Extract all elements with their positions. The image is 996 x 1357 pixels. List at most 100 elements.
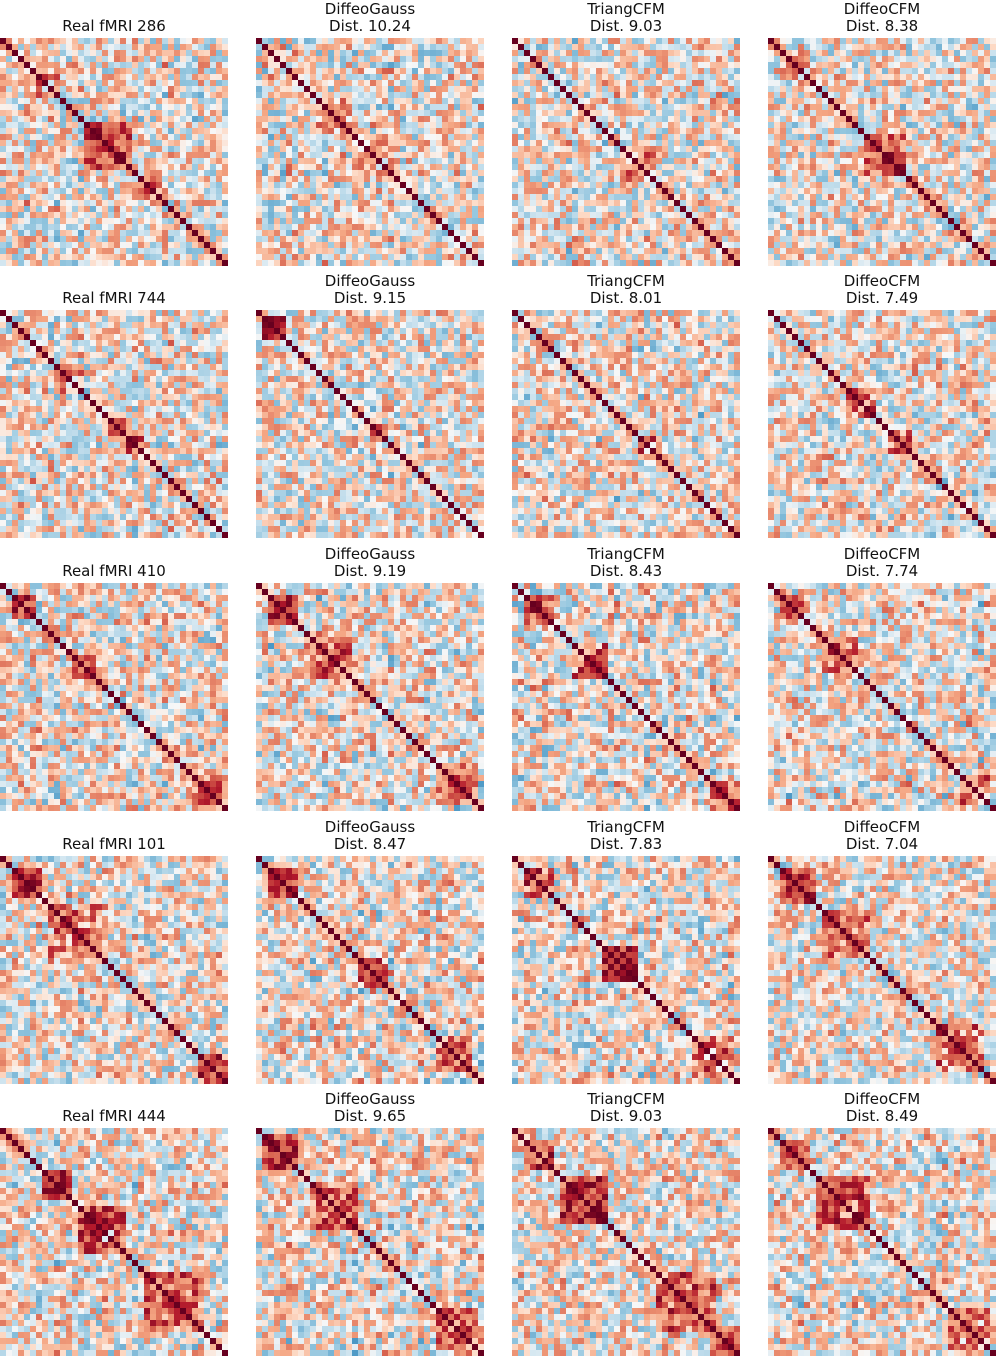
heatmap-cell — [650, 80, 657, 87]
heatmap-cell — [990, 92, 996, 99]
heatmap-cell — [512, 92, 519, 99]
heatmap-cell — [382, 80, 389, 87]
heatmap-cell — [674, 38, 681, 45]
heatmap-diagonal-cell — [216, 254, 223, 261]
heatmap-cell — [138, 110, 145, 117]
heatmap-cell — [364, 56, 371, 63]
heatmap-cell — [216, 158, 223, 165]
heatmap-cell — [536, 134, 543, 141]
heatmap-cell — [692, 92, 699, 99]
heatmap-cell — [602, 62, 609, 69]
heatmap-cell — [36, 44, 43, 51]
heatmap-cell — [108, 98, 115, 105]
heatmap-cell — [36, 182, 43, 189]
heatmap-cell — [894, 74, 901, 81]
heatmap-cell — [298, 254, 305, 261]
heatmap-cell — [292, 86, 299, 93]
heatmap-cell — [662, 242, 669, 249]
heatmap-cell — [816, 92, 823, 99]
heatmap-cell — [18, 146, 25, 153]
heatmap-cell — [286, 230, 293, 237]
heatmap-cell — [412, 128, 419, 135]
heatmap-diagonal-cell — [466, 248, 473, 255]
heatmap-cell — [680, 68, 687, 75]
heatmap-cell — [0, 92, 7, 99]
heatmap-cell — [18, 260, 25, 266]
heatmap-cell — [596, 260, 603, 266]
heatmap-cell — [518, 194, 525, 201]
heatmap-cell — [394, 182, 401, 189]
heatmap-cell — [256, 44, 263, 51]
heatmap-cell — [256, 194, 263, 201]
heatmap-cell — [24, 194, 31, 201]
heatmap-cell — [174, 254, 181, 261]
heatmap-cell — [334, 44, 341, 51]
heatmap-cell — [0, 230, 7, 237]
heatmap-cell — [84, 248, 91, 255]
heatmap-cell — [840, 50, 847, 57]
heatmap-cell — [210, 80, 217, 87]
heatmap-cell — [370, 170, 377, 177]
heatmap-cell — [656, 68, 663, 75]
heatmap-cell — [156, 200, 163, 207]
heatmap-cell — [692, 242, 699, 249]
heatmap-cell — [24, 242, 31, 249]
heatmap-cell — [542, 152, 549, 159]
heatmap-cell — [858, 116, 865, 123]
heatmap-cell — [524, 194, 531, 201]
heatmap-cell — [204, 104, 211, 111]
heatmap-cell — [316, 158, 323, 165]
heatmap-cell — [352, 248, 359, 255]
heatmap-cell — [370, 194, 377, 201]
heatmap-cell — [54, 134, 61, 141]
heatmap-cell — [162, 38, 169, 45]
heatmap-cell — [84, 212, 91, 219]
heatmap-cell — [144, 152, 151, 159]
heatmap-cell — [852, 128, 859, 135]
heatmap-cell — [18, 176, 25, 183]
heatmap-cell — [102, 152, 109, 159]
heatmap-cell — [370, 80, 377, 87]
heatmap-cell — [222, 62, 228, 69]
heatmap-cell — [204, 44, 211, 51]
heatmap-cell — [132, 50, 139, 57]
heatmap-cell — [268, 152, 275, 159]
heatmap-cell — [304, 38, 311, 45]
heatmap-cell — [602, 80, 609, 87]
heatmap-cell — [710, 218, 717, 225]
heatmap-cell — [876, 122, 883, 129]
heatmap-cell — [560, 200, 567, 207]
heatmap-cell — [460, 116, 467, 123]
heatmap-cell — [186, 56, 193, 63]
heatmap-cell — [686, 254, 693, 261]
heatmap-cell — [66, 146, 73, 153]
heatmap-diagonal-cell — [536, 62, 543, 69]
heatmap-cell — [638, 104, 645, 111]
heatmap-cell — [204, 182, 211, 189]
heatmap-cell — [566, 194, 573, 201]
heatmap-cell — [524, 68, 531, 75]
heatmap-cell — [286, 194, 293, 201]
heatmap-cell — [72, 176, 79, 183]
heatmap-cell — [536, 230, 543, 237]
heatmap-cell — [906, 68, 913, 75]
heatmap-cell — [316, 218, 323, 225]
heatmap-cell — [722, 188, 729, 195]
heatmap-cell — [578, 224, 585, 231]
heatmap-cell — [686, 158, 693, 165]
heatmap-cell — [472, 98, 479, 105]
heatmap-cell — [478, 104, 484, 111]
heatmap-cell — [906, 116, 913, 123]
heatmap-cell — [948, 98, 955, 105]
heatmap-cell — [686, 206, 693, 213]
heatmap-cell — [42, 62, 49, 69]
heatmap-cell — [6, 224, 13, 231]
heatmap-cell — [698, 80, 705, 87]
heatmap-cell — [376, 134, 383, 141]
heatmap-cell — [578, 188, 585, 195]
heatmap-cell — [412, 236, 419, 243]
heatmap-cell — [942, 116, 949, 123]
heatmap-cell — [698, 68, 705, 75]
heatmap-cell — [114, 134, 121, 141]
heatmap-cell — [48, 62, 55, 69]
